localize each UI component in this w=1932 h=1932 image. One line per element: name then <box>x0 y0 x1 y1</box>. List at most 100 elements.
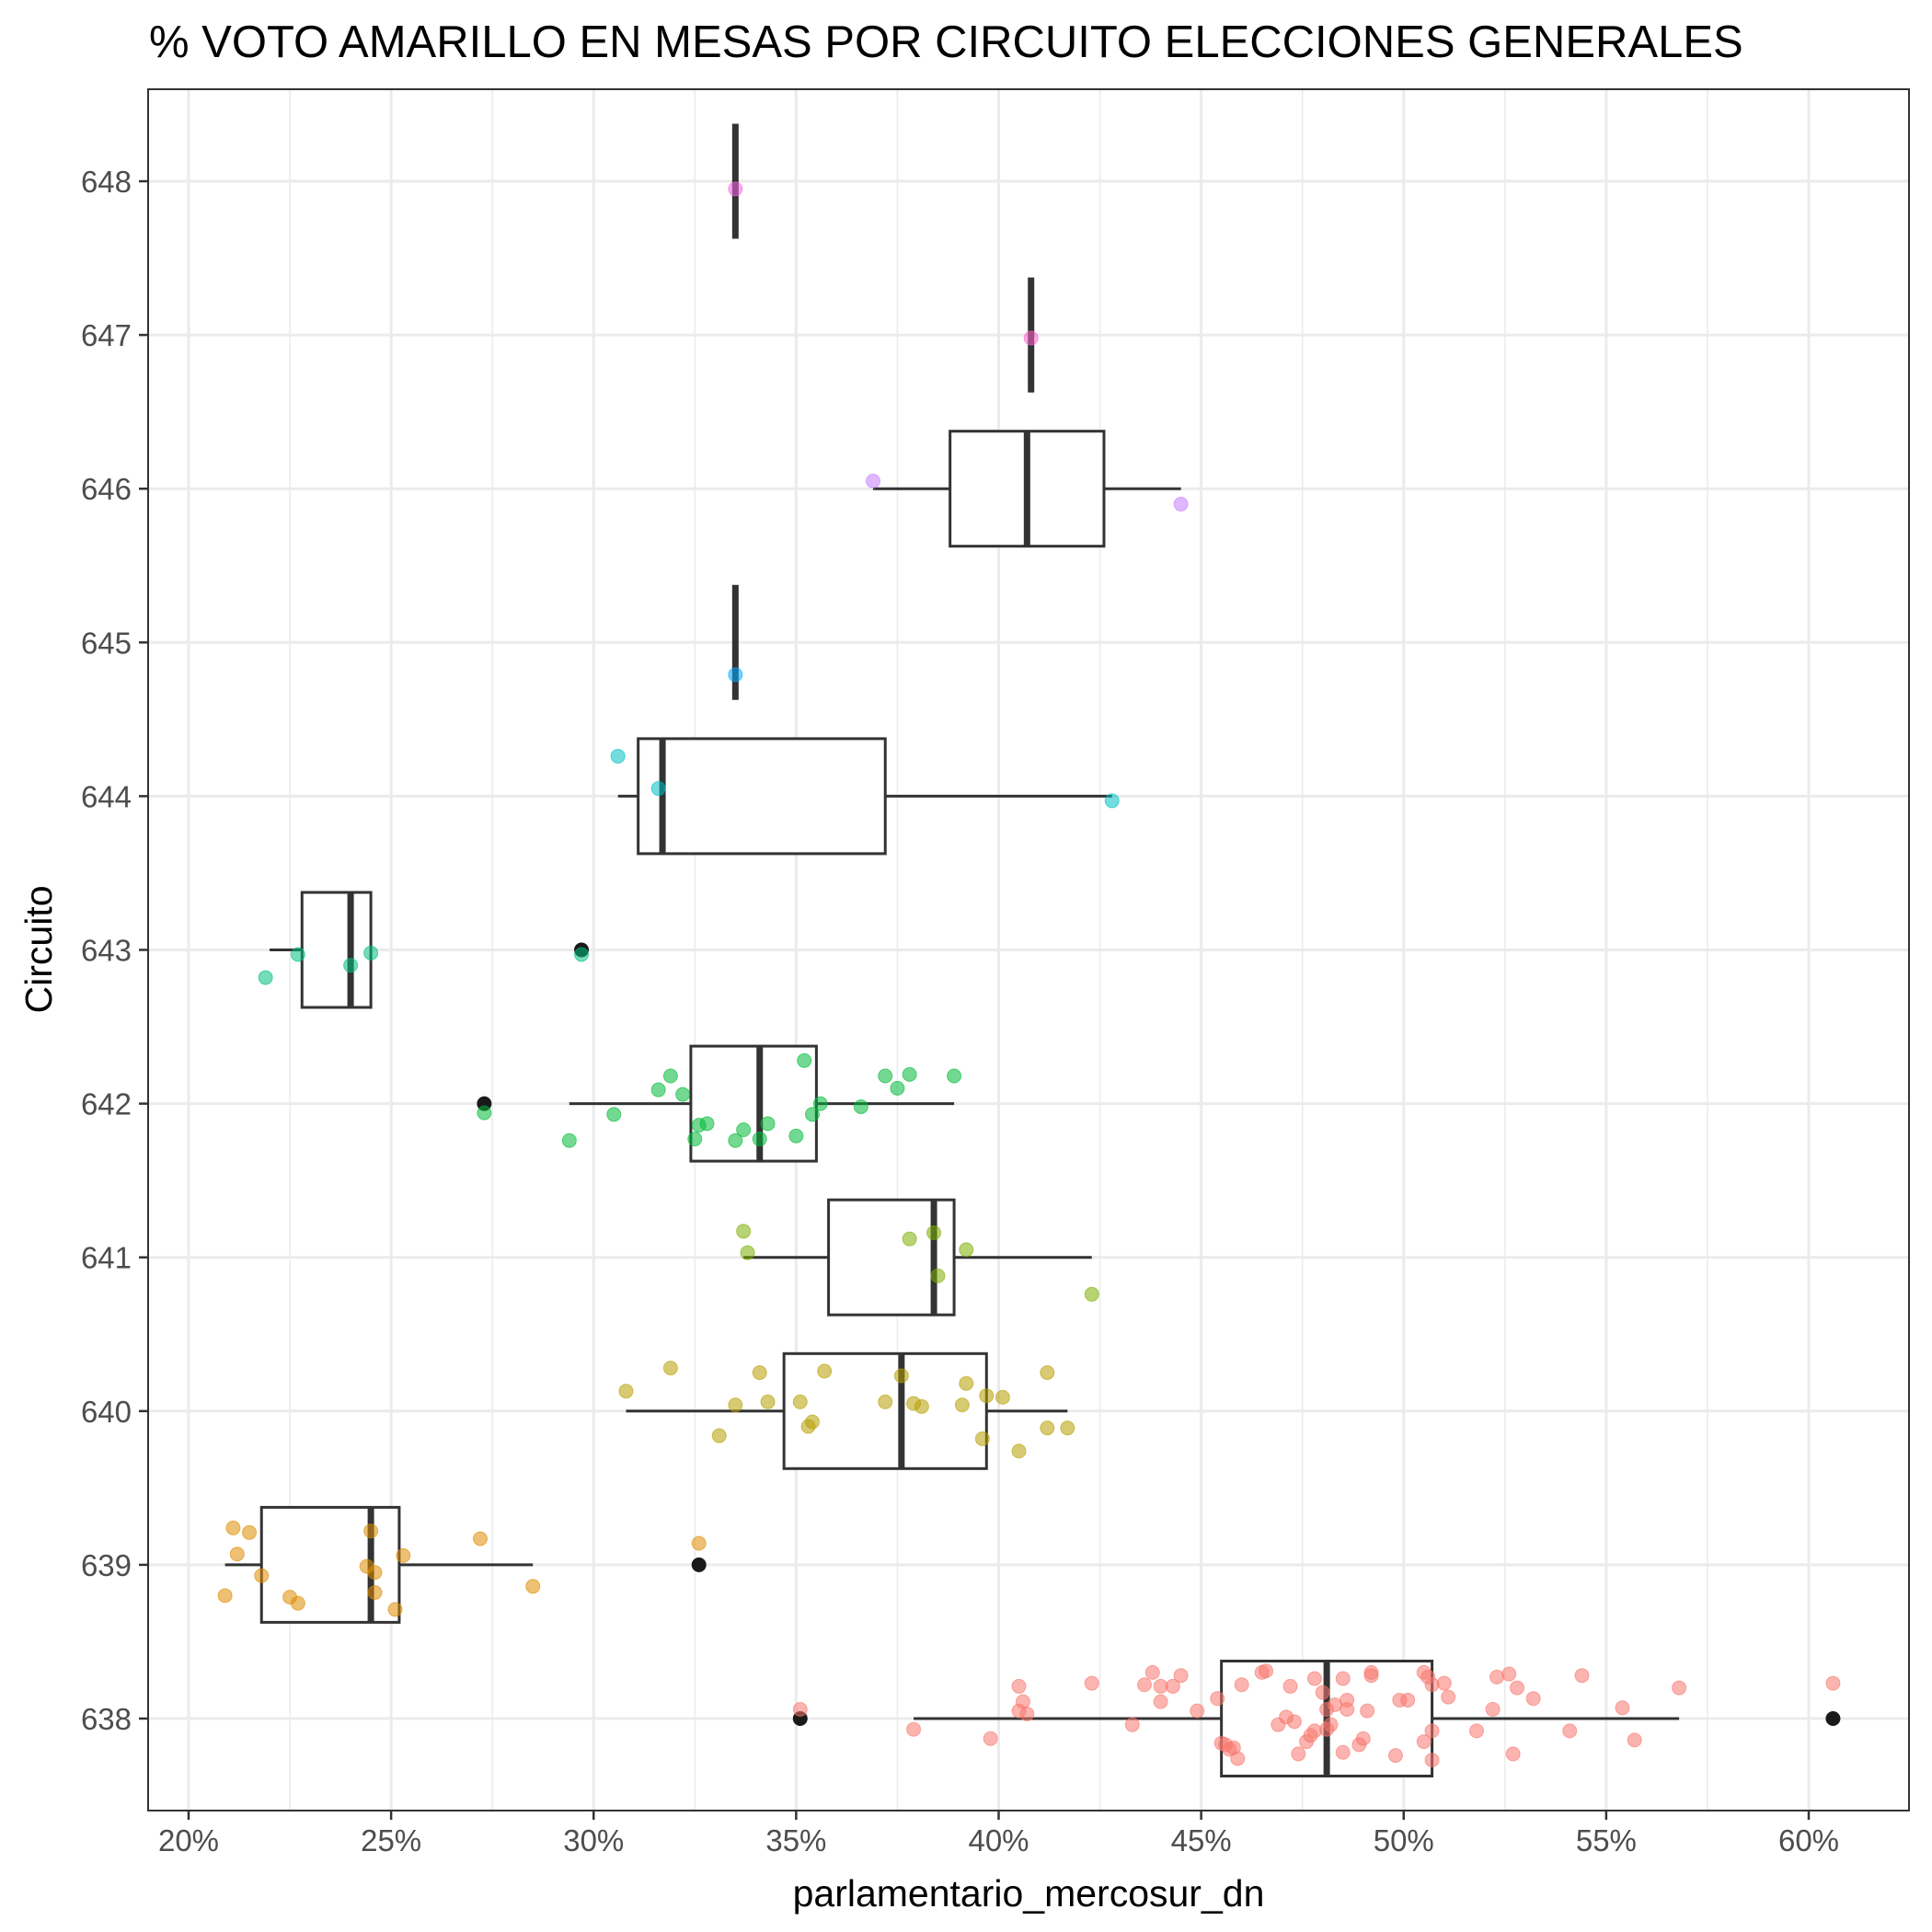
data-point <box>387 1602 403 1617</box>
data-point <box>1084 1286 1099 1302</box>
y-axis-title: Circuito <box>17 886 60 1014</box>
data-point <box>1323 1717 1339 1732</box>
data-point <box>699 1116 715 1132</box>
data-point <box>1825 1675 1841 1691</box>
data-point <box>1104 793 1120 809</box>
data-point <box>740 1245 755 1260</box>
axes: 20% 25% 30% 35% 40% 45% 50% 55% 60% 638 639 640 641 6… <box>81 165 1839 1857</box>
y-tick-label: 642 <box>81 1087 132 1121</box>
data-point <box>711 1428 727 1443</box>
data-point <box>1173 496 1189 512</box>
data-point <box>1574 1668 1590 1684</box>
y-tick-label: 646 <box>81 472 132 506</box>
data-point <box>1363 1664 1379 1680</box>
data-point <box>1562 1723 1578 1739</box>
data-point <box>1084 1675 1099 1691</box>
data-point <box>959 1242 974 1258</box>
data-point <box>736 1122 752 1138</box>
boxplot-645 <box>728 584 743 700</box>
data-point <box>1011 1678 1027 1694</box>
data-point <box>229 1547 245 1562</box>
data-point <box>1286 1714 1302 1730</box>
data-point <box>662 1068 678 1084</box>
data-point <box>906 1721 922 1737</box>
data-point <box>926 1225 942 1240</box>
data-point <box>1136 1677 1152 1693</box>
data-point <box>618 1384 634 1399</box>
data-point <box>1400 1692 1416 1708</box>
data-point <box>1040 1365 1055 1381</box>
boxplot-646 <box>866 430 1189 548</box>
data-point <box>1165 1678 1180 1694</box>
data-point <box>217 1588 233 1604</box>
data-point <box>728 667 743 683</box>
data-point <box>477 1105 492 1121</box>
data-point <box>893 1368 909 1384</box>
data-point <box>760 1116 776 1132</box>
data-point <box>1615 1700 1630 1716</box>
data-point <box>930 1268 946 1283</box>
box-iqr <box>637 737 887 856</box>
data-point <box>792 1701 808 1717</box>
boxplot-642 <box>477 1044 962 1163</box>
x-tick-label: 45% <box>1171 1823 1232 1857</box>
data-point <box>1424 1723 1440 1739</box>
box-iqr <box>782 1351 988 1470</box>
data-point <box>1505 1746 1521 1762</box>
data-point <box>363 945 379 960</box>
data-point <box>995 1389 1010 1405</box>
data-point <box>1015 1694 1030 1709</box>
y-tick-label: 644 <box>81 779 132 813</box>
data-point <box>947 1068 962 1084</box>
data-point <box>242 1524 258 1540</box>
x-tick-label: 25% <box>361 1823 421 1857</box>
data-point <box>1441 1689 1456 1705</box>
data-point <box>1416 1734 1432 1750</box>
y-tick-label: 639 <box>81 1548 132 1582</box>
data-point <box>1210 1691 1225 1707</box>
data-point <box>1011 1443 1027 1459</box>
data-point <box>728 181 743 197</box>
data-point <box>1424 1677 1440 1693</box>
data-point <box>343 958 359 973</box>
y-tick-label: 641 <box>81 1241 132 1275</box>
data-point <box>1259 1663 1274 1679</box>
data-point <box>650 781 666 797</box>
data-point <box>1525 1691 1541 1707</box>
data-point <box>1023 330 1039 346</box>
y-tick-label: 638 <box>81 1702 132 1736</box>
data-point <box>1153 1694 1168 1709</box>
boxplot-638 <box>792 1660 1841 1777</box>
data-point <box>1335 1671 1351 1686</box>
data-point <box>367 1565 383 1581</box>
y-tick-label: 640 <box>81 1395 132 1429</box>
data-point <box>866 473 881 489</box>
data-point <box>797 1052 812 1068</box>
data-point <box>788 1128 804 1144</box>
data-point <box>1627 1732 1642 1748</box>
data-point <box>606 1107 622 1122</box>
data-point <box>525 1579 541 1594</box>
data-point <box>650 1082 666 1098</box>
grid-lines <box>148 89 1909 1811</box>
data-point <box>574 947 590 962</box>
data-point <box>1144 1664 1160 1680</box>
boxplot-644 <box>610 737 1120 856</box>
data-point <box>1355 1731 1371 1746</box>
data-point <box>1489 1669 1505 1685</box>
data-point <box>1291 1746 1306 1762</box>
data-point <box>1436 1675 1452 1691</box>
data-point <box>983 1731 998 1746</box>
outlier-point <box>691 1557 707 1572</box>
data-point <box>258 970 273 985</box>
y-tick-label: 643 <box>81 934 132 968</box>
data-point <box>662 1361 678 1376</box>
data-point <box>817 1363 833 1379</box>
data-point <box>1315 1685 1330 1700</box>
box-iqr <box>259 1505 401 1624</box>
data-point <box>1672 1680 1687 1696</box>
data-point <box>1424 1753 1440 1768</box>
data-point <box>1340 1701 1355 1717</box>
data-point <box>914 1398 929 1414</box>
